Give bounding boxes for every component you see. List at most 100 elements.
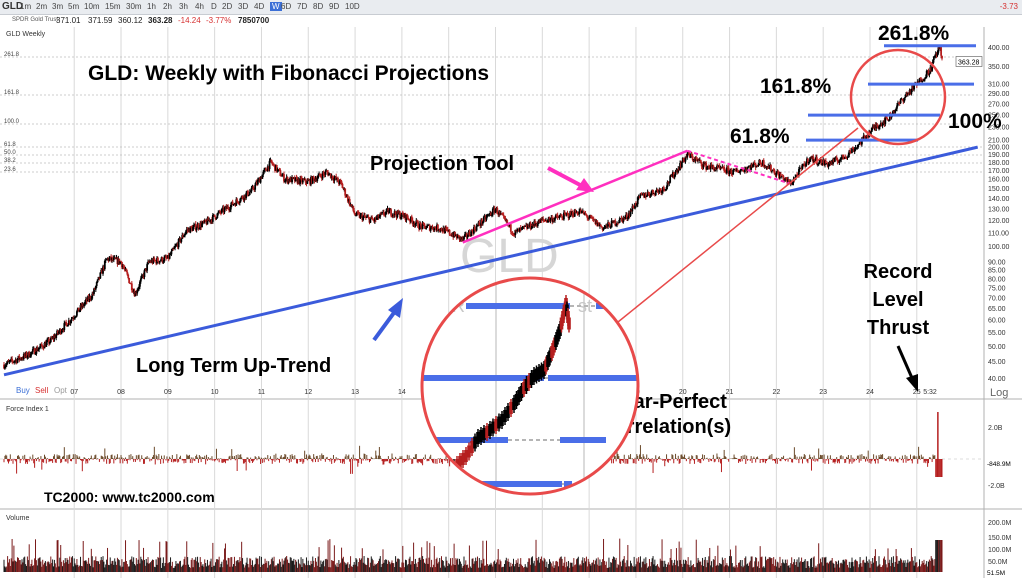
candle-body xyxy=(896,105,898,109)
zoom-border xyxy=(420,276,640,496)
candle-body xyxy=(427,225,429,226)
candle-body xyxy=(451,234,454,237)
candle-body xyxy=(874,124,877,129)
zoom-candle-body xyxy=(458,456,462,468)
candle-body xyxy=(45,342,48,347)
timeframe-3m[interactable]: 3m xyxy=(52,2,64,11)
y-tick-label: 45.00 xyxy=(988,359,1006,366)
timeframe-9D[interactable]: 9D xyxy=(329,2,340,11)
candle-body xyxy=(360,214,363,216)
zoom-candle-body xyxy=(556,329,560,342)
candle-body xyxy=(770,170,773,172)
timeframe-3h[interactable]: 3h xyxy=(179,2,188,11)
timeframe-2D[interactable]: 2D xyxy=(222,2,233,11)
candle-body xyxy=(581,210,584,212)
timeframe-4h[interactable]: 4h xyxy=(195,2,204,11)
timeframe-30m[interactable]: 30m xyxy=(126,2,142,11)
fib-left-label: 23.6 xyxy=(4,167,16,173)
candle-body xyxy=(865,135,868,139)
candle-body xyxy=(921,80,924,83)
candle-body xyxy=(872,126,875,128)
candle-body xyxy=(824,160,826,166)
candle-body xyxy=(873,124,876,128)
candle-body xyxy=(924,78,926,80)
candle-body xyxy=(930,67,933,71)
timeframe-6D[interactable]: 6D xyxy=(281,2,292,11)
timeframe-D[interactable]: D xyxy=(211,2,217,11)
candle-body xyxy=(251,186,254,188)
candle-body xyxy=(153,258,156,261)
y-tick-label: 250.00 xyxy=(988,113,1010,120)
candle-body xyxy=(520,227,523,229)
candle-body xyxy=(418,223,421,230)
timeframe-10m[interactable]: 10m xyxy=(84,2,100,11)
sell-button[interactable]: Sell xyxy=(35,386,49,395)
candle-body xyxy=(629,210,632,216)
timeframe-10D[interactable]: 10D xyxy=(345,2,360,11)
timeframe-8D[interactable]: 8D xyxy=(313,2,324,11)
candle-body xyxy=(130,283,132,285)
zoom-candle-body xyxy=(564,298,568,310)
candle-body xyxy=(346,195,349,202)
candle-body xyxy=(13,360,16,362)
candle-body xyxy=(802,163,805,165)
timeframe-1m[interactable]: 1m xyxy=(20,2,32,11)
timeframe-5m[interactable]: 5m xyxy=(68,2,80,11)
timeframe-3D[interactable]: 3D xyxy=(238,2,249,11)
candle-body xyxy=(21,358,23,360)
candle-body xyxy=(421,223,424,229)
candle-body xyxy=(803,163,806,166)
candle-body xyxy=(709,164,712,170)
candle-body xyxy=(752,162,755,166)
candle-body xyxy=(182,234,185,237)
candle-body xyxy=(132,291,135,293)
candle-body xyxy=(719,167,722,169)
timeframe-7D[interactable]: 7D xyxy=(297,2,308,11)
x-tick-label: 23 xyxy=(819,389,827,396)
candle-body xyxy=(362,216,365,221)
candle-body xyxy=(649,195,652,197)
candle-body xyxy=(688,151,690,155)
candle-body xyxy=(494,209,497,213)
candle-body xyxy=(504,218,507,221)
candle-body xyxy=(419,223,422,226)
candle-body xyxy=(549,218,552,221)
candle-body xyxy=(139,278,142,282)
trend-arrow xyxy=(372,298,403,342)
candle-body xyxy=(306,180,309,184)
candle-body xyxy=(173,247,176,249)
candle-body xyxy=(221,207,224,210)
timeframe-2m[interactable]: 2m xyxy=(36,2,48,11)
candle-body xyxy=(855,147,858,149)
candle-body xyxy=(849,150,852,153)
candle-body xyxy=(912,85,915,90)
candle-body xyxy=(894,109,897,113)
timeframe-1h[interactable]: 1h xyxy=(147,2,156,11)
timeframe-4D[interactable]: 4D xyxy=(254,2,265,11)
candle-body xyxy=(67,320,70,326)
candle-body xyxy=(762,160,765,167)
candle-body xyxy=(927,70,930,75)
opt-button[interactable]: Opt xyxy=(54,386,68,395)
candle-body xyxy=(247,190,249,196)
buy-button[interactable]: Buy xyxy=(16,386,30,395)
candle-body xyxy=(586,215,589,219)
candle-body xyxy=(541,218,544,221)
candle-body xyxy=(467,231,470,237)
candle-body xyxy=(644,194,646,198)
candle-body xyxy=(244,194,247,199)
candle-body xyxy=(220,209,223,213)
symbol-label[interactable]: GLD xyxy=(2,1,24,12)
candle-body xyxy=(311,176,314,184)
candle-body xyxy=(535,224,537,225)
candle-body xyxy=(571,211,573,215)
timeframe-15m[interactable]: 15m xyxy=(105,2,121,11)
candle-body xyxy=(761,164,763,166)
candle-body xyxy=(455,235,457,236)
timeframe-W[interactable]: W xyxy=(270,2,282,11)
candle-body xyxy=(910,89,913,94)
candle-body xyxy=(733,169,735,171)
candle-body xyxy=(909,90,912,94)
timeframe-2h[interactable]: 2h xyxy=(163,2,172,11)
